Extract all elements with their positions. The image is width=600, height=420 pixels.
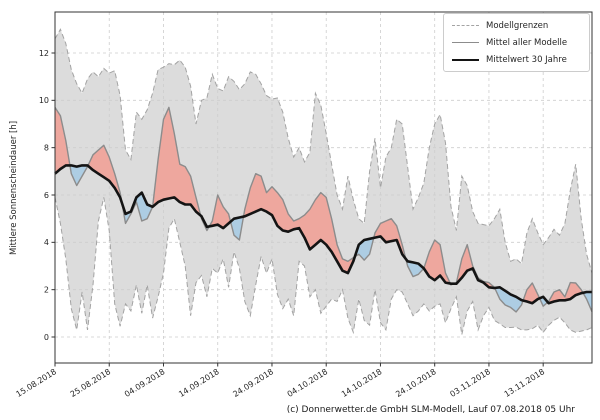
black-line-swatch — [452, 58, 479, 61]
svg-text:25.08.2018: 25.08.2018 — [69, 367, 113, 399]
svg-text:24.09.2018: 24.09.2018 — [231, 367, 275, 399]
y-axis-label: Mittlere Sonnenscheindauer [h] — [9, 120, 19, 256]
copyright-caption: (c) Donnerwetter.de GmbH SLM-Modell, Lau… — [286, 405, 575, 415]
svg-text:04.09.2018: 04.09.2018 — [123, 367, 167, 399]
svg-text:6: 6 — [44, 191, 49, 200]
legend-item-modellgrenzen: Modellgrenzen — [444, 17, 589, 34]
svg-text:24.10.2018: 24.10.2018 — [394, 367, 438, 399]
svg-text:14.10.2018: 14.10.2018 — [340, 367, 384, 399]
model-spread-band — [55, 29, 592, 335]
series-lines — [54, 28, 593, 335]
svg-text:13.11.2018: 13.11.2018 — [503, 367, 547, 399]
svg-text:0: 0 — [44, 333, 49, 342]
svg-text:14.09.2018: 14.09.2018 — [177, 367, 221, 399]
legend-label: Mittel aller Modelle — [486, 37, 568, 48]
dashed-band-line-swatch — [452, 25, 479, 26]
svg-text:8: 8 — [44, 143, 49, 152]
svg-text:04.10.2018: 04.10.2018 — [286, 367, 330, 399]
svg-text:10: 10 — [39, 96, 49, 105]
svg-text:12: 12 — [39, 49, 49, 58]
legend-item-mittelwert-30-jahre: Mittelwert 30 Jahre — [444, 51, 589, 68]
svg-text:2: 2 — [44, 285, 49, 294]
legend-item-mittel-aller-modelle: Mittel aller Modelle — [444, 34, 589, 51]
gray-line-swatch — [452, 42, 479, 43]
svg-text:03.11.2018: 03.11.2018 — [448, 367, 492, 399]
legend-label: Mittelwert 30 Jahre — [486, 54, 567, 65]
legend-label: Modellgrenzen — [486, 20, 549, 31]
chart-legend: Modellgrenzen Mittel aller Modelle Mitte… — [443, 13, 590, 72]
svg-text:4: 4 — [44, 238, 49, 247]
svg-text:15.08.2018: 15.08.2018 — [14, 367, 58, 399]
